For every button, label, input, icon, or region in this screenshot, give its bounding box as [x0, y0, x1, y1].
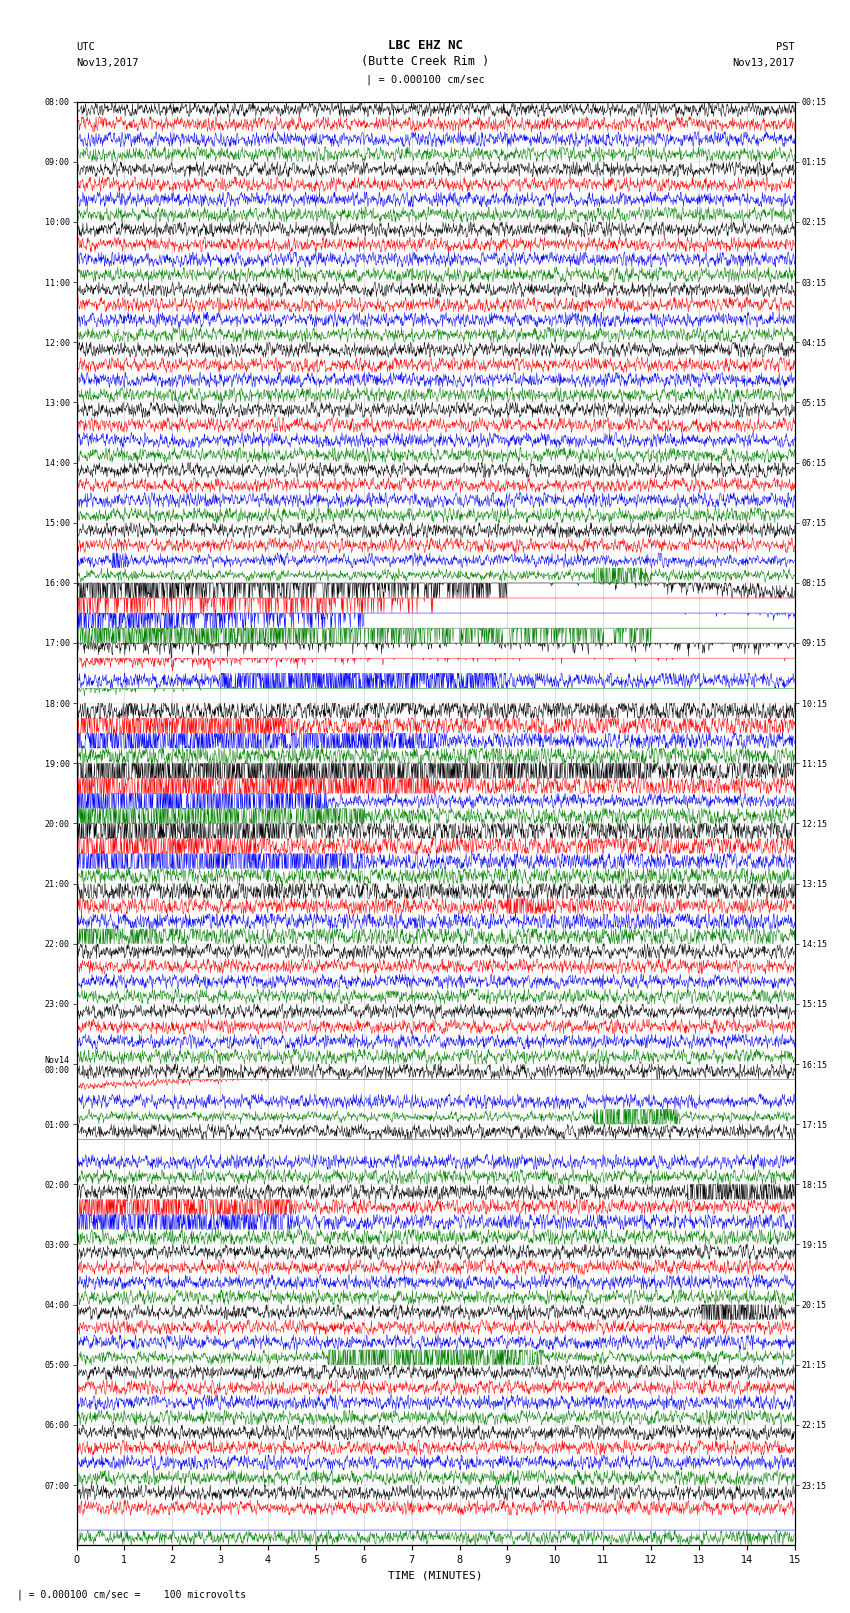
Text: | = 0.000100 cm/sec =    100 microvolts: | = 0.000100 cm/sec = 100 microvolts [17, 1589, 246, 1600]
Text: UTC: UTC [76, 42, 95, 52]
Text: | = 0.000100 cm/sec: | = 0.000100 cm/sec [366, 74, 484, 85]
Text: Nov13,2017: Nov13,2017 [76, 58, 139, 68]
X-axis label: TIME (MINUTES): TIME (MINUTES) [388, 1571, 483, 1581]
Text: LBC EHZ NC: LBC EHZ NC [388, 39, 462, 52]
Text: PST: PST [776, 42, 795, 52]
Text: Nov13,2017: Nov13,2017 [732, 58, 795, 68]
Text: (Butte Creek Rim ): (Butte Creek Rim ) [361, 55, 489, 68]
